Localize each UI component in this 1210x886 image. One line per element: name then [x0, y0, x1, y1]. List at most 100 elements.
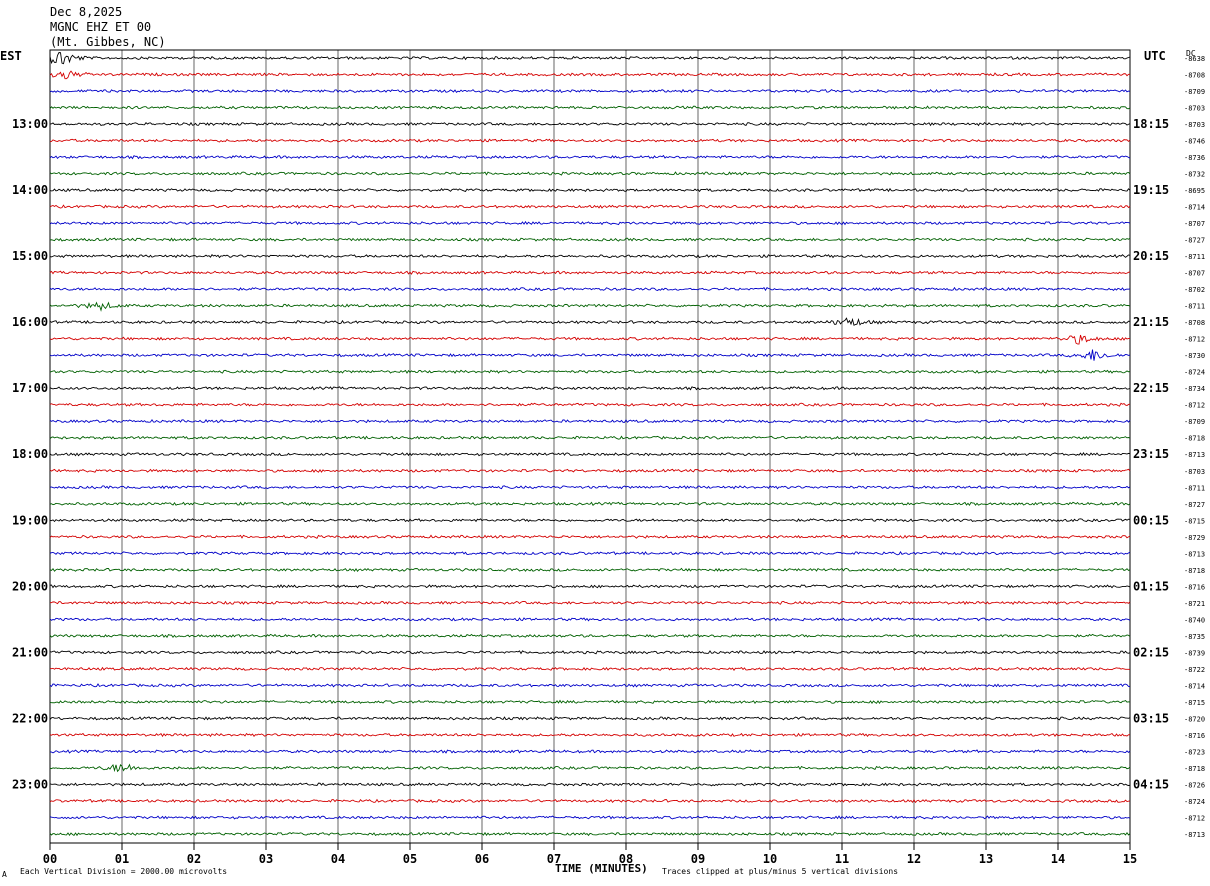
trace-6 [49, 138, 1131, 143]
trace-19 [49, 349, 1131, 361]
dc-offset-label: -8729 [1184, 534, 1205, 542]
x-tick-label: 15 [1123, 852, 1137, 866]
dc-offset-label: -8724 [1184, 369, 1205, 377]
x-axis-title: TIME (MINUTES) [555, 862, 648, 875]
x-tick-label: 02 [187, 852, 201, 866]
right-hour-label: 03:15 [1133, 711, 1169, 725]
trace-12 [49, 237, 1131, 242]
dc-offset-label: -8707 [1184, 270, 1205, 278]
dc-offset-label: -8718 [1184, 567, 1205, 575]
right-hour-label: 20:15 [1133, 249, 1169, 263]
left-hour-label: 21:00 [12, 645, 48, 659]
trace-48 [49, 831, 1131, 837]
trace-39 [49, 683, 1130, 688]
dc-offset-label: -8712 [1184, 402, 1205, 410]
trace-31 [49, 551, 1131, 556]
right-hour-label: 22:15 [1133, 381, 1169, 395]
right-axis-label: UTC [1144, 49, 1166, 63]
dc-offset-label: -8709 [1184, 88, 1205, 96]
x-tick-label: 03 [259, 852, 273, 866]
trace-40 [49, 699, 1131, 705]
dc-offset-label: -8730 [1184, 352, 1205, 360]
trace-10 [49, 204, 1131, 209]
left-hour-label: 23:00 [12, 777, 48, 791]
dc-offset-label: -8722 [1184, 666, 1205, 674]
trace-22 [49, 402, 1131, 407]
trace-26 [49, 468, 1131, 473]
trace-33 [49, 584, 1131, 589]
dc-offset-label: -8718 [1184, 765, 1205, 773]
dc-offset-label: -8716 [1184, 732, 1205, 740]
x-tick-label: 06 [475, 852, 489, 866]
left-axis-label: EST [0, 49, 22, 63]
trace-1 [49, 52, 1131, 65]
trace-21 [49, 386, 1131, 391]
dc-offset-label: -8714 [1184, 682, 1205, 690]
dc-offset-label: -8739 [1184, 649, 1205, 657]
left-hour-label: 20:00 [12, 579, 48, 593]
left-hour-label: 14:00 [12, 183, 48, 197]
trace-28 [49, 501, 1131, 507]
dc-offset-label: -8713 [1184, 550, 1205, 558]
x-tick-label: 12 [907, 852, 921, 866]
dc-offset-label: -8735 [1184, 633, 1205, 641]
dc-label: DC [1186, 49, 1196, 58]
dc-offset-label: -8734 [1184, 385, 1205, 393]
trace-20 [49, 369, 1131, 374]
x-tick-label: 01 [115, 852, 129, 866]
trace-36 [49, 633, 1131, 639]
dc-offset-label: -8727 [1184, 237, 1205, 245]
trace-46 [49, 798, 1131, 804]
dc-offset-label: -8726 [1184, 781, 1205, 789]
dc-offset-label: -8713 [1184, 831, 1205, 839]
trace-42 [49, 732, 1131, 738]
left-hour-label: 17:00 [12, 381, 48, 395]
x-tick-label: 13 [979, 852, 993, 866]
trace-32 [49, 567, 1131, 572]
trace-18 [49, 334, 1131, 345]
dc-offset-label: -8736 [1184, 154, 1205, 162]
dc-offset-label: -8723 [1184, 748, 1205, 756]
dc-offset-label: -8727 [1184, 501, 1205, 509]
right-hour-label: 00:15 [1133, 513, 1169, 527]
left-hour-label: 19:00 [12, 513, 48, 527]
x-tick-label: 14 [1051, 852, 1065, 866]
trace-29 [49, 518, 1131, 523]
trace-23 [49, 418, 1131, 424]
trace-5 [49, 121, 1131, 127]
x-tick-label: 09 [691, 852, 705, 866]
left-hour-label: 16:00 [12, 315, 48, 329]
right-hour-label: 19:15 [1133, 183, 1169, 197]
dc-offset-label: -8746 [1184, 138, 1205, 146]
trace-14 [49, 270, 1131, 275]
dc-offset-label: -8711 [1184, 253, 1205, 261]
scale-note: Each Vertical Division = 2000.00 microvo… [20, 867, 228, 876]
trace-47 [49, 815, 1131, 820]
x-tick-label: 10 [763, 852, 777, 866]
trace-17 [49, 317, 1131, 326]
trace-3 [49, 88, 1131, 94]
trace-11 [49, 220, 1131, 226]
corner-mark: A [2, 870, 7, 879]
trace-15 [49, 286, 1131, 292]
left-hour-label: 18:00 [12, 447, 48, 461]
dc-offset-label: -8638 [1184, 55, 1205, 63]
x-tick-label: 00 [43, 852, 57, 866]
trace-16 [49, 301, 1131, 312]
dc-offset-label: -8695 [1184, 187, 1205, 195]
left-hour-label: 22:00 [12, 711, 48, 725]
right-hour-label: 23:15 [1133, 447, 1169, 461]
plot-frame [49, 49, 1131, 844]
trace-25 [49, 452, 1131, 457]
trace-37 [49, 650, 1131, 655]
dc-offset-label: -8721 [1184, 600, 1205, 608]
dc-offset-label: -8716 [1184, 583, 1205, 591]
date-label: Dec 8,2025 [50, 5, 123, 19]
station-label: MGNC EHZ ET 00 [50, 20, 152, 34]
dc-offset-label: -8715 [1184, 517, 1205, 525]
dc-offset-label: -8702 [1184, 286, 1205, 294]
dc-offset-label: -8703 [1184, 105, 1205, 113]
dc-offset-label: -8718 [1184, 435, 1205, 443]
trace-9 [49, 187, 1131, 193]
